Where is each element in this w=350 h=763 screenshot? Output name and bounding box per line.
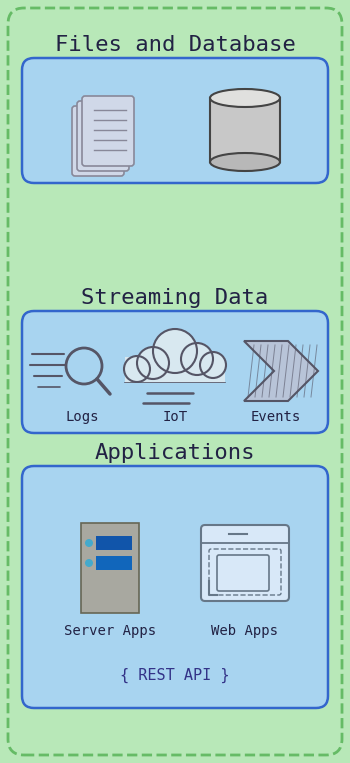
Text: Streaming Data: Streaming Data bbox=[81, 288, 269, 308]
Text: Events: Events bbox=[251, 410, 301, 424]
Ellipse shape bbox=[210, 153, 280, 171]
FancyBboxPatch shape bbox=[77, 101, 129, 171]
Circle shape bbox=[85, 539, 93, 547]
Bar bbox=[96, 536, 132, 550]
Text: { REST API }: { REST API } bbox=[120, 668, 230, 683]
Circle shape bbox=[153, 329, 197, 373]
FancyBboxPatch shape bbox=[72, 106, 124, 176]
Circle shape bbox=[137, 347, 169, 379]
Bar bbox=[125, 357, 225, 383]
Text: Files and Database: Files and Database bbox=[55, 35, 295, 55]
Circle shape bbox=[181, 343, 213, 375]
FancyBboxPatch shape bbox=[22, 58, 328, 183]
FancyBboxPatch shape bbox=[22, 466, 328, 708]
Polygon shape bbox=[244, 341, 318, 401]
FancyBboxPatch shape bbox=[8, 8, 342, 755]
Text: IoT: IoT bbox=[162, 410, 188, 424]
Bar bbox=[123, 383, 227, 401]
Ellipse shape bbox=[210, 89, 280, 107]
Circle shape bbox=[200, 352, 226, 378]
Bar bbox=[210, 97, 280, 162]
FancyBboxPatch shape bbox=[82, 96, 134, 166]
FancyBboxPatch shape bbox=[201, 525, 289, 601]
Text: Logs: Logs bbox=[65, 410, 99, 424]
Text: Server Apps: Server Apps bbox=[64, 624, 156, 638]
FancyBboxPatch shape bbox=[22, 311, 328, 433]
Text: Web Apps: Web Apps bbox=[211, 624, 279, 638]
Bar bbox=[81, 523, 139, 613]
Text: Applications: Applications bbox=[95, 443, 255, 463]
Bar bbox=[96, 556, 132, 570]
Circle shape bbox=[124, 356, 150, 382]
Circle shape bbox=[85, 559, 93, 567]
